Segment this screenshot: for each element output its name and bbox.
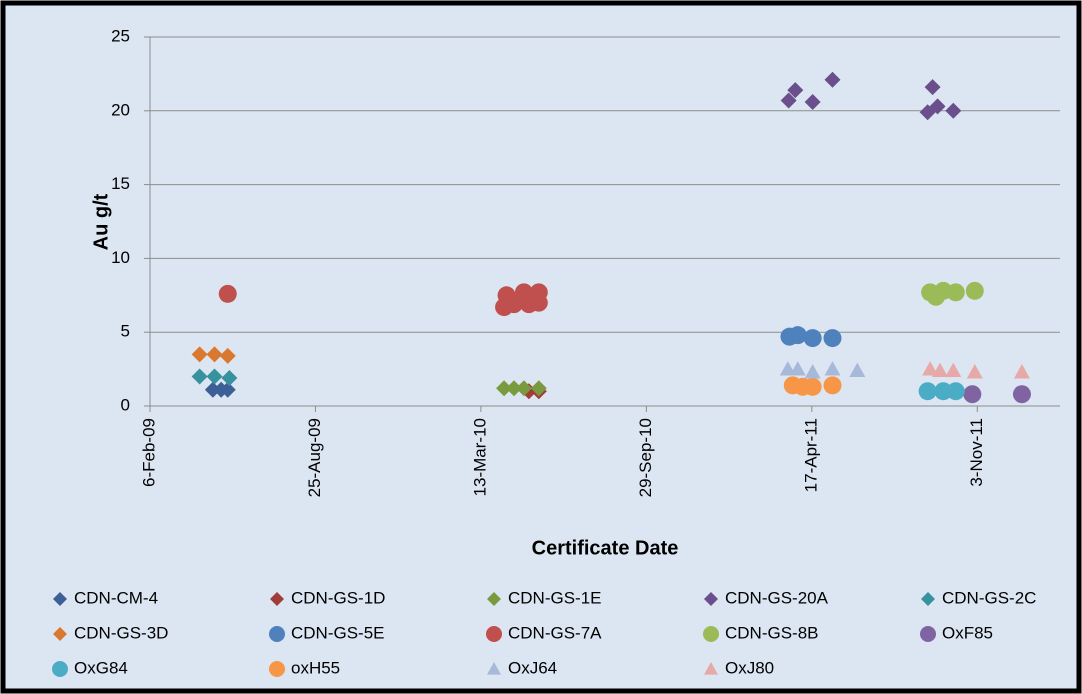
legend-label: OxJ80 [725,658,774,677]
marker [204,381,221,398]
legend-label: CDN-GS-5E [291,623,385,642]
marker [206,368,223,385]
marker [530,380,547,397]
marker [1012,385,1031,404]
legend-label: CDN-GS-20A [725,588,829,607]
x-tick-label: 13-Mar-10 [470,418,489,496]
marker [824,361,841,376]
marker [803,329,822,348]
y-tick-label: 20 [111,100,130,119]
marker [505,295,523,314]
marker [965,281,984,300]
legend-marker [52,661,68,677]
legend-marker [703,626,719,642]
marker [506,380,522,397]
marker [946,283,965,302]
legend-marker [921,592,935,606]
marker [934,382,953,401]
y-axis-title: Au g/t [90,193,112,250]
legend-marker [920,626,936,642]
marker [918,382,937,401]
marker [219,381,236,398]
x-tick-label: 25-Aug-09 [305,418,324,497]
x-tick-label: 29-Sep-10 [636,418,655,497]
legend-marker [704,662,718,675]
marker [804,93,821,110]
legend-label: CDN-GS-1D [291,588,385,607]
marker [945,102,962,119]
marker [496,380,513,397]
marker [849,362,866,377]
y-tick-label: 25 [111,26,130,45]
legend-marker [704,592,718,606]
legend-marker [269,661,285,677]
x-tick-label: 6-Feb-09 [139,418,158,487]
marker [823,376,842,395]
legend-label: OxG84 [74,658,128,677]
x-tick-label: 17-Apr-11 [801,418,820,492]
marker [945,362,962,377]
legend-marker [486,626,502,642]
legend-marker [270,592,284,606]
marker [929,98,946,115]
legend-marker [53,627,67,641]
marker [924,79,941,96]
legend-label: CDN-GS-7A [508,623,602,642]
legend-marker [269,626,285,642]
marker [789,361,806,376]
legend-label: CDN-GS-8B [725,623,819,642]
marker [191,368,208,385]
marker [803,377,822,396]
marker [804,364,821,379]
marker [932,362,949,377]
marker [788,326,807,345]
legend-marker [487,662,501,675]
marker [824,71,841,88]
legend-marker [487,592,501,606]
legend-label: oxH55 [291,658,340,677]
marker [946,382,965,401]
y-tick-label: 0 [121,395,130,414]
legend-label: CDN-GS-3D [74,623,168,642]
marker [1013,364,1030,379]
marker [219,347,236,364]
marker [515,380,532,397]
marker [221,369,238,386]
marker [218,284,237,303]
legend-marker [53,592,67,606]
legend-label: CDN-CM-4 [74,588,158,607]
marker [922,361,939,376]
legend-label: OxJ64 [508,658,557,677]
marker [191,346,208,363]
y-tick-label: 10 [111,248,130,267]
marker [787,82,804,99]
marker [206,346,223,363]
legend-label: CDN-GS-2C [942,588,1036,607]
x-tick-label: 3-Nov-11 [967,418,986,487]
marker [966,364,983,379]
x-axis-title: Certificate Date [532,537,679,559]
legend-label: OxF85 [942,623,993,642]
marker [529,293,548,312]
y-tick-label: 5 [121,322,130,341]
marker [780,92,797,109]
y-tick-label: 15 [111,174,130,193]
marker [963,385,982,404]
legend-label: CDN-GS-1E [508,588,602,607]
marker [823,329,842,348]
